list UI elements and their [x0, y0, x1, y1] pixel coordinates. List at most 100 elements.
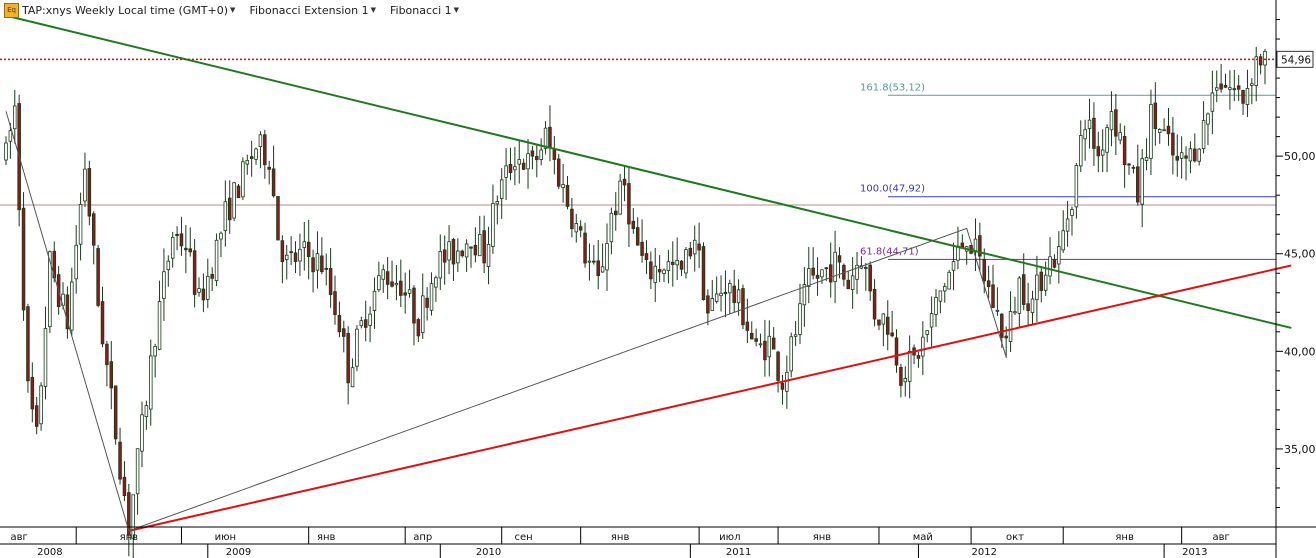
candle-body: [728, 283, 732, 294]
x-year-label: 2012: [972, 547, 997, 558]
candle-body: [420, 295, 425, 333]
candle-body: [491, 203, 495, 247]
candle-body: [763, 340, 767, 361]
candle-body: [991, 284, 995, 308]
candle-body: [245, 160, 250, 165]
study-fibonacci-extension-label: Fibonacci Extension 1: [249, 3, 369, 17]
candle-body: [399, 280, 403, 296]
candle-body: [899, 366, 903, 386]
candle-body: [1223, 84, 1228, 88]
candle-body: [78, 204, 83, 245]
candle-body: [447, 241, 451, 261]
dropdown-arrow-icon: ▼: [453, 6, 460, 14]
candle-body: [776, 351, 780, 381]
candle-body: [995, 309, 1000, 312]
candle-body: [508, 163, 513, 174]
candlestick-series: [4, 46, 1267, 558]
candle-body: [482, 230, 486, 264]
candle-body: [249, 156, 254, 159]
candle-body: [1258, 56, 1263, 66]
candle-body: [504, 165, 508, 178]
candle-body: [929, 313, 934, 328]
candle-body: [780, 382, 785, 390]
candle-body: [478, 234, 482, 257]
x-year-label: 2011: [726, 547, 751, 558]
candle-body: [793, 334, 798, 337]
candle-body: [184, 247, 188, 251]
candle-body: [587, 260, 592, 263]
candle-body: [613, 210, 618, 216]
candle-body: [1017, 277, 1022, 314]
study-fibonacci-menu[interactable]: Fibonacci 1 ▼: [390, 4, 459, 17]
candle-body: [679, 260, 684, 270]
symbol-selector[interactable]: TAP:xnys Weekly Local time (GMT+0) ▼: [22, 4, 235, 17]
candle-body: [91, 213, 96, 246]
candle-body: [1153, 102, 1158, 130]
candle-body: [43, 328, 48, 387]
candle-body: [267, 166, 271, 170]
candle-body: [596, 260, 600, 277]
candle-body: [1052, 259, 1057, 268]
candle-body: [127, 492, 131, 536]
candle-body: [100, 301, 105, 345]
candle-body: [192, 250, 197, 295]
candle-body: [144, 405, 149, 417]
candle-body: [39, 385, 43, 425]
study-fibonacci-extension-menu[interactable]: Fibonacci Extension 1 ▼: [249, 4, 376, 17]
fibonacci-swing-line: [5, 111, 1007, 532]
candle-body: [83, 168, 87, 202]
candle-body: [179, 233, 184, 247]
candle-body: [342, 328, 346, 337]
candle-body: [767, 335, 772, 358]
candle-body: [807, 268, 811, 287]
candle-body: [833, 251, 837, 283]
candle-body: [605, 243, 609, 271]
candle-body: [333, 291, 337, 315]
candle-body: [736, 289, 741, 304]
candle-body: [377, 275, 381, 291]
candle-body: [890, 332, 894, 337]
candle-body: [372, 290, 377, 311]
candle-body: [149, 355, 153, 410]
candle-body: [425, 297, 429, 308]
candle-body: [934, 297, 938, 315]
candle-body: [170, 236, 175, 259]
candle-body: [1048, 256, 1052, 277]
candle-body: [635, 227, 640, 246]
candle-body: [70, 281, 74, 331]
candle-body: [1228, 87, 1232, 90]
candle-body: [464, 243, 469, 258]
x-tick-label: янв: [120, 532, 139, 543]
candle-body: [1039, 271, 1044, 291]
candle-body: [640, 241, 644, 256]
candle-body: [385, 271, 390, 285]
candle-body: [1171, 132, 1175, 156]
candle-body: [1131, 166, 1136, 169]
candle-body: [706, 295, 710, 314]
candle-body: [302, 241, 307, 248]
candle-body: [1074, 165, 1079, 208]
candle-body: [109, 361, 114, 389]
x-tick-label: апр: [413, 532, 432, 543]
candle-body: [87, 168, 92, 217]
candle-body: [122, 476, 127, 497]
candle-body: [837, 255, 842, 263]
candle-body: [350, 367, 355, 388]
x-tick-label: янв: [813, 532, 832, 543]
y-tick-label: 35,00: [1284, 443, 1316, 456]
candle-body: [749, 332, 754, 340]
x-tick-label: авг: [11, 532, 28, 543]
candle-body: [732, 285, 736, 303]
candle-body: [921, 336, 925, 357]
candle-body: [1118, 132, 1122, 141]
candle-body: [394, 283, 399, 286]
candle-body: [530, 150, 535, 157]
candle-body: [258, 134, 263, 147]
candle-body: [872, 288, 877, 320]
candle-body: [548, 126, 552, 149]
candle-body: [346, 333, 350, 384]
candle-body: [456, 250, 460, 264]
candle-body: [539, 149, 543, 160]
candle-body: [324, 268, 328, 270]
